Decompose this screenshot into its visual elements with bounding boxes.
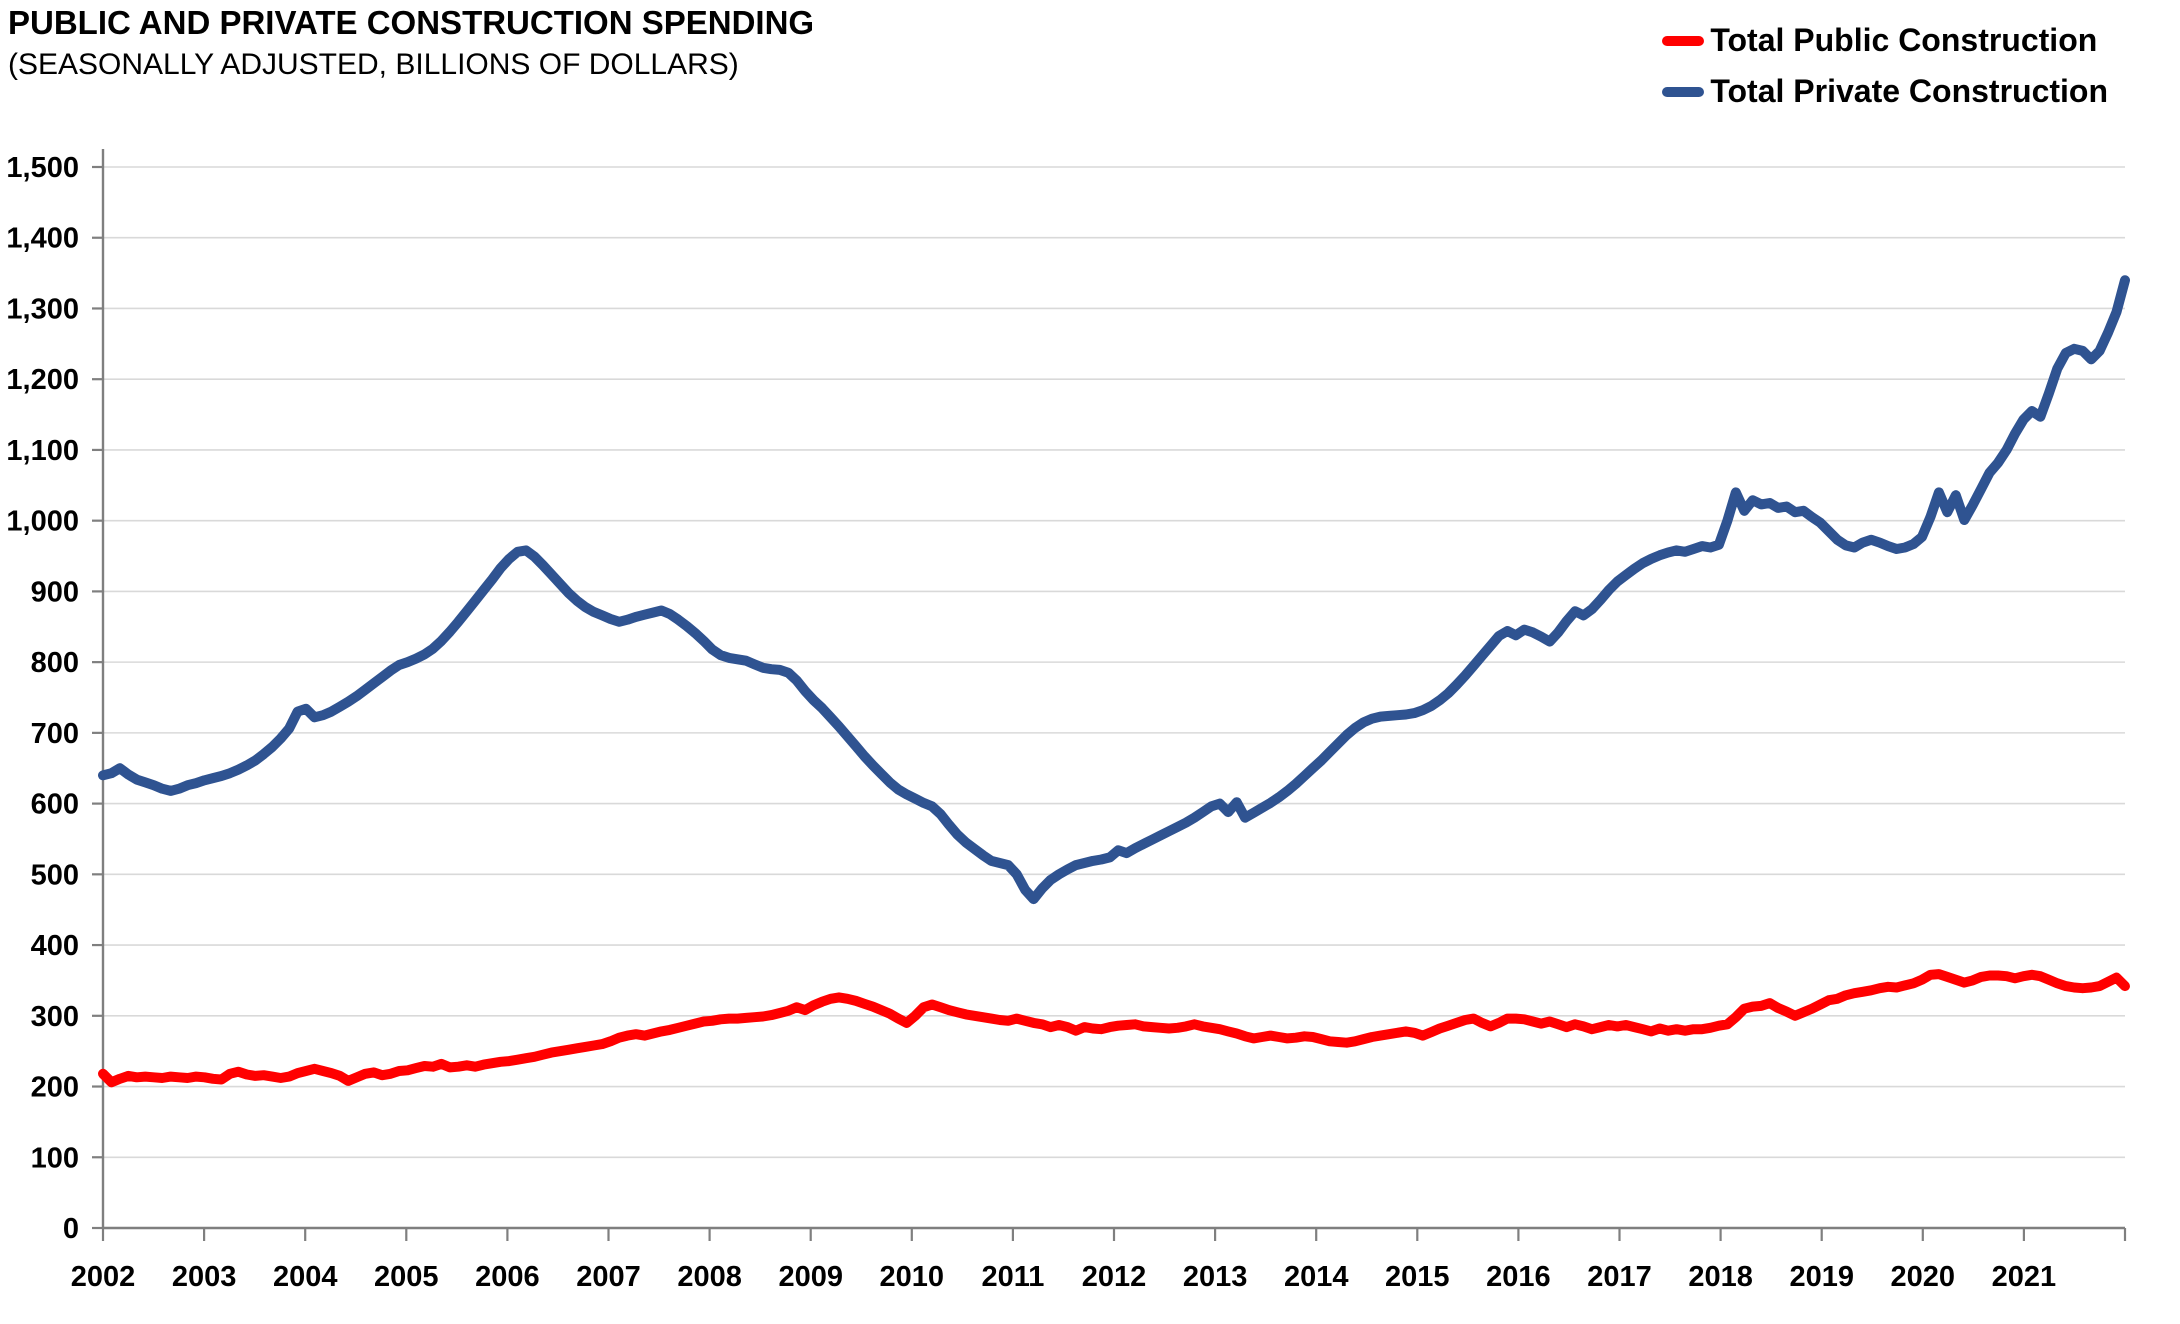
x-axis-label: 2014 <box>1284 1261 1349 1293</box>
x-axis-label: 2018 <box>1688 1261 1753 1293</box>
y-axis-label: 1,400 <box>6 223 79 255</box>
chart-subtitle: (SEASONALLY ADJUSTED, BILLIONS OF DOLLAR… <box>8 48 739 81</box>
y-axis-label: 200 <box>31 1072 79 1104</box>
legend-item-private: Total Private Construction <box>1662 73 2108 110</box>
x-axis-label: 2011 <box>981 1261 1044 1293</box>
y-axis-label: 1,500 <box>6 152 79 184</box>
x-axis-label: 2010 <box>880 1261 945 1293</box>
series-line-public <box>98 969 2130 1088</box>
x-axis-label: 2020 <box>1891 1261 1956 1293</box>
x-axis-label: 2007 <box>576 1261 641 1293</box>
x-axis-label: 2012 <box>1082 1261 1147 1293</box>
chart-title: PUBLIC AND PRIVATE CONSTRUCTION SPENDING <box>8 4 815 41</box>
x-axis-label: 2021 <box>1992 1261 2057 1293</box>
x-axis-label: 2003 <box>172 1261 237 1293</box>
y-axis-label: 700 <box>31 718 79 750</box>
y-axis-label: 300 <box>31 1001 79 1033</box>
x-axis-label: 2015 <box>1385 1261 1450 1293</box>
legend-label-private: Total Private Construction <box>1710 73 2108 109</box>
legend-dash-public-icon <box>1662 35 1705 46</box>
y-axis-label: 800 <box>31 647 79 679</box>
series-line-private <box>98 275 2130 905</box>
y-axis-label: 900 <box>31 576 79 608</box>
x-axis-label: 2019 <box>1789 1261 1854 1293</box>
legend-label-public: Total Public Construction <box>1710 22 2098 58</box>
x-axis-label: 2002 <box>71 1261 136 1293</box>
x-axis-label: 2016 <box>1486 1261 1551 1293</box>
y-axis-label: 0 <box>63 1213 79 1245</box>
y-axis-label: 1,100 <box>6 435 79 467</box>
legend-item-public: Total Public Construction <box>1662 22 2097 59</box>
y-axis-label: 500 <box>31 859 79 891</box>
y-axis-label: 1,000 <box>6 506 79 538</box>
x-axis-label: 2013 <box>1183 1261 1248 1293</box>
y-axis-label: 600 <box>31 789 79 821</box>
legend-dash-private-icon <box>1662 86 1705 97</box>
x-axis-label: 2005 <box>374 1261 439 1293</box>
y-axis-label: 100 <box>31 1142 79 1174</box>
y-axis-label: 1,300 <box>6 293 79 325</box>
x-axis-label: 2004 <box>273 1261 338 1293</box>
x-axis-label: 2008 <box>677 1261 742 1293</box>
x-axis-label: 2009 <box>778 1261 843 1293</box>
y-axis-label: 1,200 <box>6 364 79 396</box>
x-axis-label: 2006 <box>475 1261 540 1293</box>
x-axis-label: 2017 <box>1587 1261 1652 1293</box>
legend: Total Public Construction Total Private … <box>1662 22 2108 110</box>
y-axis-label: 400 <box>31 930 79 962</box>
